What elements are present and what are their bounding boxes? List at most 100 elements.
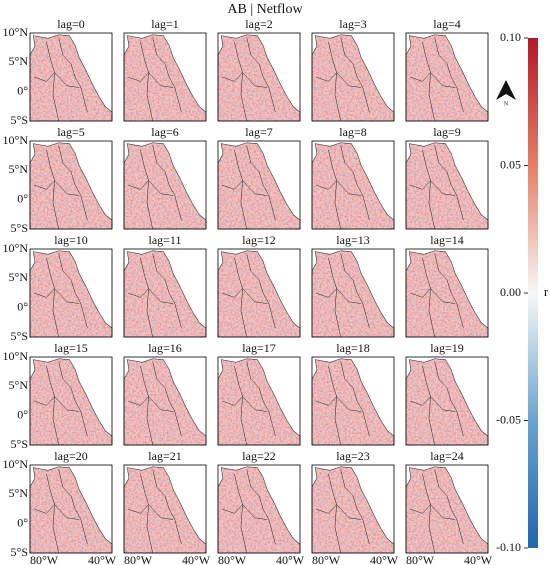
colorbar-tick-label: 0.05: [500, 157, 521, 171]
land-correlation: [218, 358, 300, 445]
border-line: [152, 145, 182, 221]
panel-title: lag=10: [54, 233, 87, 247]
land-correlation: [312, 358, 394, 445]
map-panel: lag=2: [217, 17, 301, 122]
lon-label: 80°W: [218, 553, 247, 565]
border-line: [222, 288, 268, 304]
panel-title: lag=24: [430, 449, 463, 463]
lat-label: 10°N: [3, 457, 29, 471]
border-line: [316, 180, 362, 196]
map-panel: lag=21 80°W 40°W: [123, 449, 211, 565]
border-line: [316, 72, 362, 88]
figure-title: AB | Netflow: [227, 2, 303, 17]
land-correlation: [406, 358, 488, 445]
panel-frame: [123, 464, 207, 554]
panel-frame: [311, 140, 395, 230]
lat-label: 5°S: [11, 545, 28, 559]
panel-title: lag=1: [151, 17, 178, 31]
border-line: [316, 288, 362, 304]
lon-label: 80°W: [312, 553, 341, 565]
panel-frame: [311, 248, 395, 338]
border-line: [128, 396, 174, 412]
lat-label: 5°S: [11, 329, 28, 343]
lon-label: 40°W: [276, 553, 305, 565]
panel-frame: [123, 356, 207, 446]
panel-frame: [405, 248, 489, 338]
border-line: [222, 396, 268, 412]
border-line: [128, 288, 174, 304]
lat-label: 10°N: [3, 133, 29, 147]
panel-title: lag=14: [430, 233, 463, 247]
panel-frame: [311, 464, 395, 554]
land-correlation: [218, 34, 300, 122]
lat-label: 10°N: [3, 349, 29, 363]
land-correlation: [312, 34, 394, 122]
lon-label: 80°W: [124, 553, 153, 565]
lon-label: 40°W: [88, 553, 117, 565]
land-correlation: [124, 358, 206, 445]
map-panel: lag=10 10°N 5°N 0° 5°S: [3, 233, 113, 343]
border-line: [410, 180, 456, 196]
panel-title: lag=7: [245, 125, 272, 139]
border-line: [34, 180, 80, 196]
border-line: [410, 396, 456, 412]
lat-label: 10°N: [3, 25, 29, 39]
panel-title: lag=0: [57, 17, 84, 31]
panel-title: lag=2: [245, 17, 272, 31]
border-line: [316, 504, 362, 520]
panel-title: lag=8: [339, 125, 366, 139]
land-correlation: [30, 34, 112, 122]
panel-title: lag=23: [336, 449, 369, 463]
panel-frame: [405, 32, 489, 122]
map-panel: lag=13: [311, 233, 395, 338]
land-correlation: [406, 250, 488, 337]
lat-label: 5°S: [11, 437, 28, 451]
panel-frame: [217, 140, 301, 230]
panel-frame: [405, 464, 489, 554]
panel-title: lag=13: [336, 233, 369, 247]
panel-frame: [123, 140, 207, 230]
map-panel: lag=17: [217, 341, 301, 446]
panel-frame: [405, 140, 489, 230]
lat-label: 5°N: [9, 162, 29, 176]
panel-title: lag=20: [54, 449, 87, 463]
border-line: [34, 396, 80, 412]
land-correlation: [124, 250, 206, 337]
panel-frame: [29, 140, 113, 230]
border-line: [340, 145, 370, 221]
border-line: [58, 37, 88, 113]
map-panel: lag=15 10°N 5°N 0° 5°S: [3, 341, 113, 451]
panel-title: lag=9: [433, 125, 460, 139]
border-line: [410, 288, 456, 304]
border-line: [434, 361, 464, 437]
border-line: [340, 253, 370, 329]
border-line: [434, 253, 464, 329]
panel-title: lag=15: [54, 341, 87, 355]
panel-title: lag=3: [339, 17, 366, 31]
border-line: [222, 504, 268, 520]
panel-title: lag=18: [336, 341, 369, 355]
border-line: [34, 72, 80, 88]
border-line: [34, 288, 80, 304]
map-panel: lag=20 10°N 5°N 0° 5°S80°W 40°W: [3, 449, 117, 565]
panel-frame: [217, 464, 301, 554]
north-arrow: [496, 80, 516, 100]
panel-frame: [123, 32, 207, 122]
panel-title: lag=17: [242, 341, 275, 355]
land-correlation: [218, 250, 300, 337]
border-line: [434, 37, 464, 113]
map-panel: lag=11: [123, 233, 207, 338]
border-line: [34, 504, 80, 520]
map-panel: lag=18: [311, 341, 395, 446]
panel-title: lag=12: [242, 233, 275, 247]
panel-title: lag=6: [151, 125, 178, 139]
land-correlation: [406, 34, 488, 122]
border-line: [58, 361, 88, 437]
map-panel: lag=12: [217, 233, 301, 338]
border-line: [58, 469, 88, 545]
colorbar-tick-label: 0.10: [500, 30, 521, 44]
border-line: [222, 72, 268, 88]
border-line: [410, 72, 456, 88]
panel-frame: [217, 356, 301, 446]
